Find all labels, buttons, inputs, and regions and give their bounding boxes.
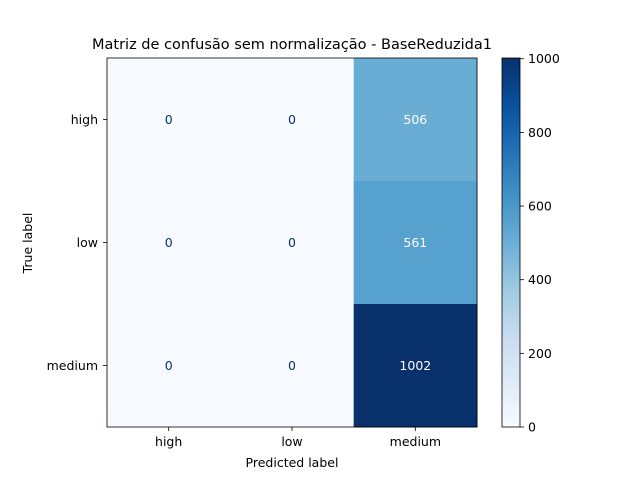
cell-value-label: 0	[165, 235, 173, 250]
colorbar-tick-label: 800	[528, 125, 552, 140]
cell-value-label: 506	[403, 112, 427, 127]
cell-value-label: 561	[403, 235, 427, 250]
y-tick-label: medium	[47, 358, 98, 373]
x-tick-label: low	[281, 434, 302, 449]
cell-value-label: 0	[165, 112, 173, 127]
colorbar-ticks: 0 200 400 600 800 1000	[520, 51, 560, 435]
colorbar-tick-label: 600	[528, 199, 552, 214]
y-tick-label: high	[71, 112, 98, 127]
y-axis-label: True label	[20, 213, 35, 275]
y-tick-label: low	[77, 235, 98, 250]
heatmap-cell	[107, 181, 231, 305]
colorbar-tick-label: 0	[528, 420, 536, 435]
cell-value-label: 0	[165, 358, 173, 373]
heatmap-cell	[353, 58, 478, 182]
cell-value-label: 1002	[399, 358, 431, 373]
chart-title: Matriz de confusão sem normalização - Ba…	[92, 37, 492, 53]
x-tick-label: medium	[390, 434, 441, 449]
colorbar-tick-label: 200	[528, 346, 552, 361]
x-axis-label: Predicted label	[246, 455, 339, 470]
cell-value-label: 0	[288, 112, 296, 127]
colorbar-tick-label: 1000	[528, 51, 560, 66]
heatmap-cell	[230, 58, 355, 182]
heatmap-cell	[107, 58, 231, 182]
y-axis-ticks: high low medium	[47, 112, 107, 373]
colorbar-tick-label: 400	[528, 272, 552, 287]
heatmap-cell	[107, 304, 231, 428]
heatmap-cell-labels: 0 0 506 0 0 561 0 0 1002	[165, 112, 432, 373]
heatmap-cell	[353, 304, 478, 428]
heatmap-cell	[230, 181, 355, 305]
heatmap-cells	[107, 58, 478, 428]
heatmap-cell	[353, 181, 478, 305]
cell-value-label: 0	[288, 358, 296, 373]
colorbar	[501, 57, 521, 428]
x-tick-label: high	[155, 434, 182, 449]
x-axis-ticks: high low medium	[155, 427, 441, 449]
heatmap-cell	[230, 304, 355, 428]
cell-value-label: 0	[288, 235, 296, 250]
